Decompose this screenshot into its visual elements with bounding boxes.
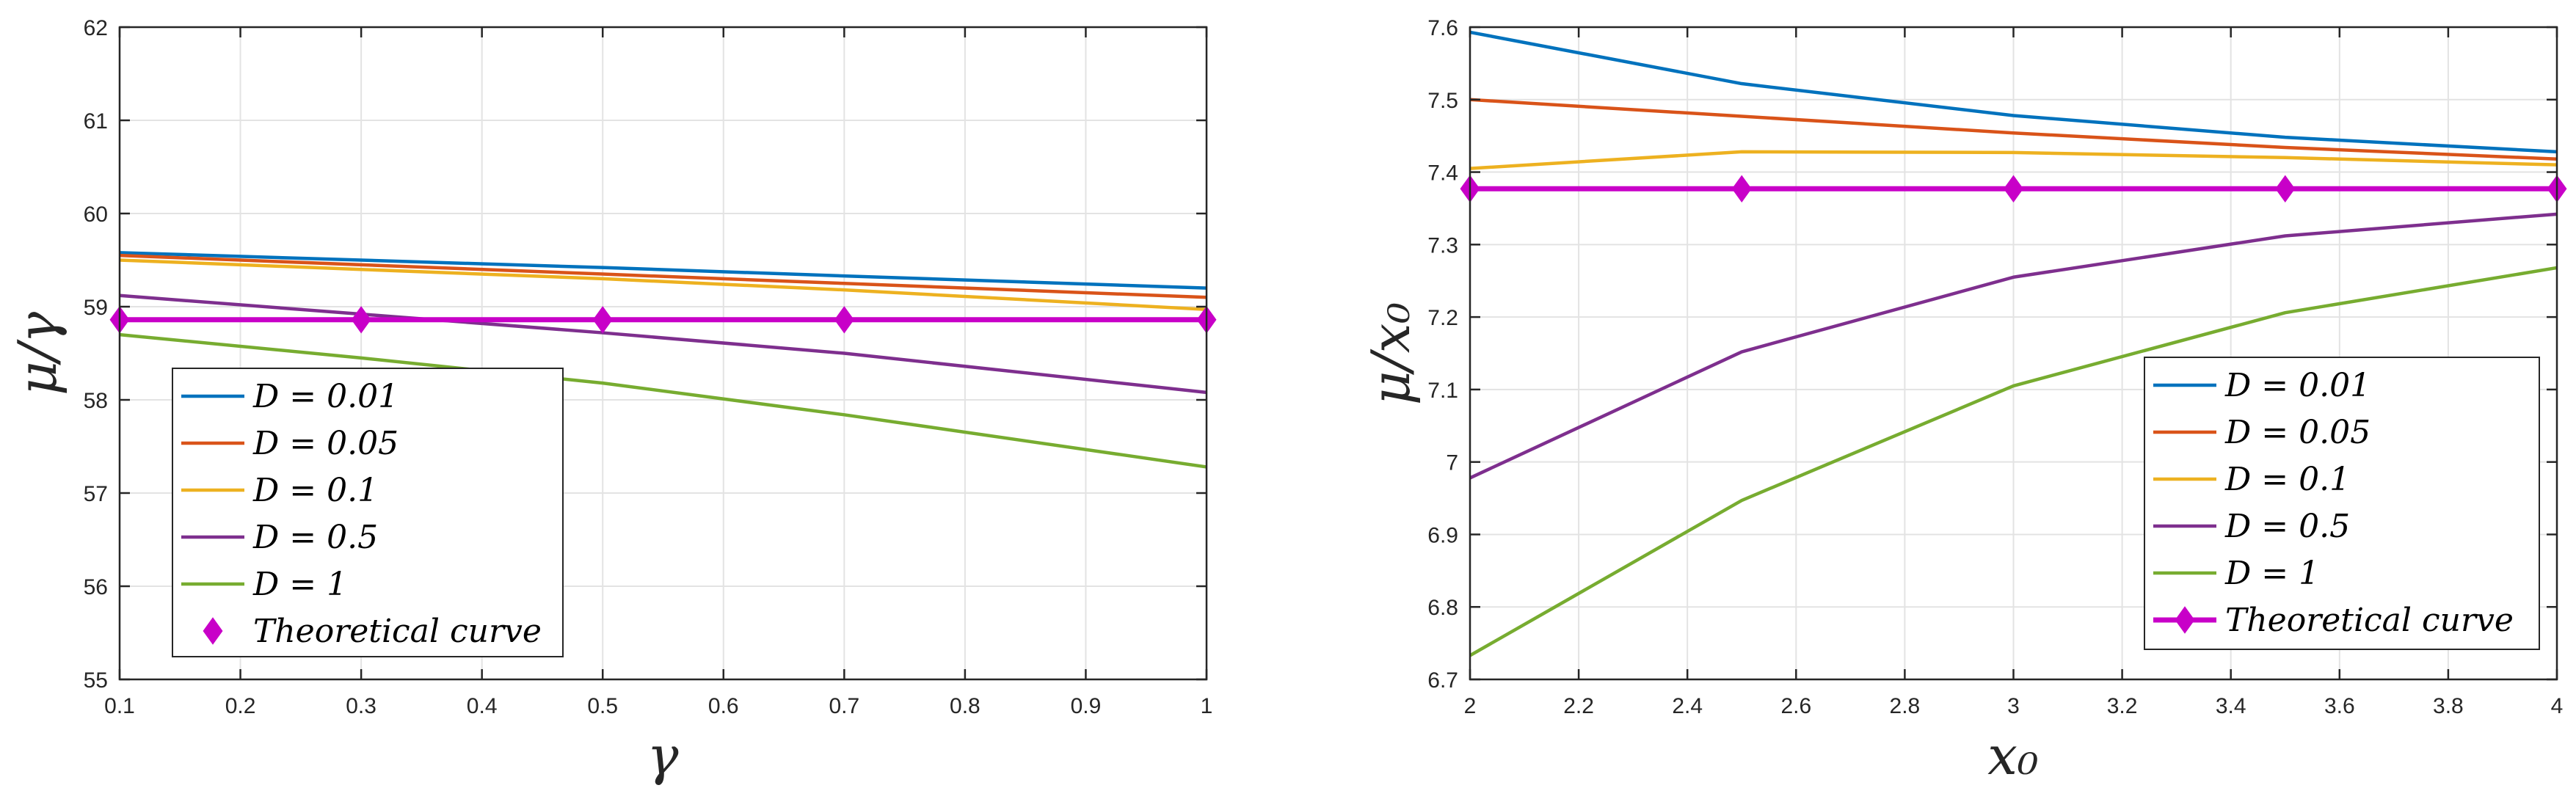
x-tick-label: 0.4	[467, 694, 498, 718]
x-tick-label: 2.6	[1780, 694, 1811, 718]
y-axis-label: μ/γ	[7, 311, 68, 395]
y-tick-label: 55	[84, 668, 108, 693]
data-point-theoretical-curve	[351, 306, 371, 334]
x-tick-label: 2	[1464, 694, 1477, 718]
y-tick-label: 7.5	[1427, 89, 1458, 113]
x-tick-label: 0.7	[829, 694, 859, 718]
y-tick-label: 61	[84, 109, 108, 134]
x-tick-label: 2.2	[1563, 694, 1594, 718]
x-tick-label: 3.8	[2433, 694, 2464, 718]
x-tick-label: 0.6	[708, 694, 739, 718]
y-tick-label: 7.1	[1427, 379, 1458, 403]
data-point-theoretical-curve	[592, 306, 613, 334]
x-axis-label: x₀	[1987, 725, 2038, 787]
series-line-d-0-01	[1469, 30, 2558, 154]
series-line-d-1	[1469, 266, 2558, 657]
x-tick-label: 3.4	[2216, 694, 2246, 718]
x-tick-label: 0.8	[950, 694, 980, 718]
y-tick-label: 7.6	[1427, 16, 1458, 40]
legend: D = 0.01 D = 0.05 D = 0.1 D = 0.5 D = 1 Theor…	[172, 368, 564, 657]
y-tick-label: 60	[84, 203, 108, 227]
data-point-theoretical-curve	[1731, 175, 1752, 203]
y-tick-label: 58	[84, 389, 108, 413]
y-tick-label: 6.7	[1427, 668, 1458, 693]
legend-label-d-0-05: D = 0.05	[252, 425, 399, 462]
legend-label-d-1: D = 1	[2224, 555, 2319, 592]
series-line-d-0-05	[119, 253, 1207, 299]
x-tick-label: 1	[1201, 694, 1213, 718]
axes-frame	[118, 26, 1208, 681]
legend-label-d-0-5: D = 0.5	[252, 519, 378, 556]
y-tick-label: 7	[1446, 451, 1458, 475]
x-tick-label: 0.3	[346, 694, 376, 718]
legend-label-d-0-1: D = 0.1	[252, 472, 378, 509]
y-tick-label: 59	[84, 296, 108, 320]
legend-box	[172, 368, 564, 657]
legend-label-d-0-01: D = 0.01	[252, 378, 399, 415]
legend-label-d-0-01: D = 0.01	[2224, 367, 2371, 404]
x-axis-label: γ	[647, 725, 679, 787]
legend-label-theoretical-curve: Theoretical curve	[253, 613, 542, 650]
y-tick-label: 7.4	[1427, 161, 1458, 186]
legend-marker-theoretical-curve	[203, 617, 223, 645]
series-line-d-1	[119, 332, 1207, 469]
legend-label-d-0-1: D = 0.1	[2224, 461, 2350, 498]
y-tick-label: 57	[84, 482, 108, 506]
x-tick-label: 3.6	[2324, 694, 2355, 718]
series-line-d-0-1	[1469, 150, 2558, 170]
data-point-theoretical-curve	[2275, 175, 2296, 203]
y-axis-label: μ/x₀	[1360, 302, 1422, 406]
y-tick-label: 7.3	[1427, 233, 1458, 258]
data-point-theoretical-curve	[2004, 175, 2023, 203]
x-tick-label: 0.9	[1071, 694, 1102, 718]
x-tick-label: 0.5	[587, 694, 618, 718]
legend-label-d-0-05: D = 0.05	[2224, 414, 2371, 451]
x-tick-label: 4	[2551, 694, 2564, 718]
series-line-d-0-01	[119, 251, 1207, 290]
legend-label-d-1: D = 1	[252, 566, 347, 603]
series-line-d-0-05	[1469, 98, 2558, 161]
y-tick-label: 6.8	[1427, 596, 1458, 620]
legend-label-theoretical-curve: Theoretical curve	[2225, 602, 2514, 639]
data-point-theoretical-curve	[834, 306, 854, 334]
chart-left: 0.1 0.2 0.3 0.4 0.5 0.6 0.7 0.8 0.9 1 55 56 57 58 59 60…	[7, 16, 1217, 787]
y-tick-label: 6.9	[1427, 523, 1458, 547]
legend-box	[2144, 357, 2540, 650]
x-tick-label: 0.1	[104, 694, 135, 718]
y-tick-label: 56	[84, 575, 108, 599]
y-tick-label: 7.2	[1427, 306, 1458, 330]
legend-marker-theoretical-curve	[2175, 606, 2195, 634]
x-tick-label: 0.2	[225, 694, 256, 718]
chart-right: 2 2.2 2.4 2.6 2.8 3 3.2 3.4 3.6 3.8 4 6.7 6.8 6.9 7 7.1…	[1360, 16, 2567, 787]
x-tick-label: 2.8	[1890, 694, 1921, 718]
x-tick-label: 2.4	[1672, 694, 1703, 718]
legend-label-d-0-5: D = 0.5	[2224, 508, 2350, 545]
series-line-d-0-5	[1469, 212, 2558, 480]
series-line-d-0-1	[119, 258, 1207, 312]
y-tick-label: 62	[84, 16, 108, 40]
legend: D = 0.01 D = 0.05 D = 0.1 D = 0.5 D = 1 Theor…	[2144, 357, 2540, 650]
x-tick-label: 3.2	[2107, 694, 2138, 718]
x-tick-label: 3	[2007, 694, 2020, 718]
